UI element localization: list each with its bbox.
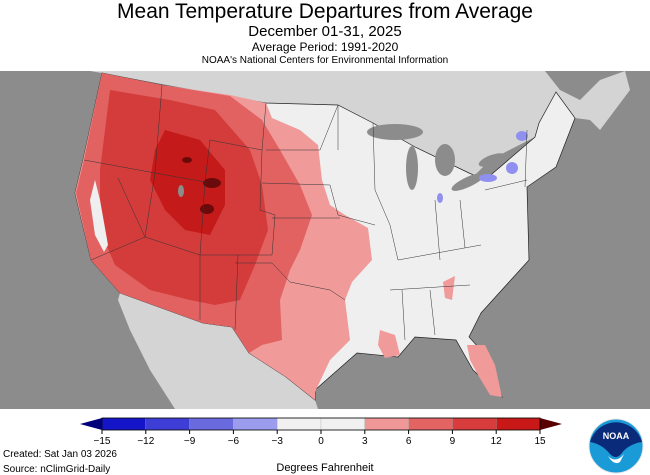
legend-segment (101, 417, 146, 431)
cool-anomaly-ohio (437, 193, 443, 203)
us-map (0, 71, 650, 409)
legend-tick-label: −15 (94, 436, 111, 447)
legend-tick-label: −12 (137, 436, 154, 447)
data-source: Source: nClimGrid-Daily (3, 464, 111, 475)
great-lake-erie (451, 173, 485, 191)
agency-label: NOAA's National Centers for Environmenta… (201, 55, 449, 66)
legend-tick-label: 9 (450, 436, 456, 447)
legend-segment (233, 417, 278, 431)
noaa-logo-text: NOAA (603, 431, 630, 441)
great-lake-superior (367, 124, 423, 140)
region-extreme-2 (200, 204, 214, 214)
region-extreme-1 (203, 178, 221, 188)
legend-over-arrow (540, 418, 562, 430)
legend-tick-label: −6 (228, 436, 240, 447)
mexico-land (118, 293, 318, 409)
legend-units: Degrees Fahrenheit (276, 462, 374, 474)
louisiana-warm (378, 330, 400, 358)
legend-tick-label: 3 (362, 436, 368, 447)
legend-segment (452, 417, 497, 431)
map-title: Mean Temperature Departures from Average (117, 0, 533, 23)
legend-tick-label: 15 (534, 436, 546, 447)
legend-tick-label: 6 (406, 436, 412, 447)
legend-segment (145, 417, 190, 431)
map-date-range: December 01-31, 2025 (248, 23, 402, 40)
noaa-logo: NOAA (588, 418, 644, 474)
legend-segment (277, 417, 322, 431)
legend-tick-label: −3 (271, 436, 283, 447)
legend-under-arrow (80, 418, 102, 430)
central-valley-near-normal (90, 180, 108, 252)
legend-segment (189, 417, 234, 431)
legend-segment (496, 417, 541, 431)
great-lake-ontario (478, 153, 506, 167)
canada-land (90, 71, 630, 180)
florida-warm (467, 345, 502, 397)
cool-anomaly-ny-1 (506, 162, 518, 174)
legend-tick-label: 0 (318, 436, 324, 447)
cool-anomaly-ny-2 (479, 174, 497, 182)
legend-segment (364, 417, 409, 431)
legend-segment (408, 417, 453, 431)
created-date: Created: Sat Jan 03 2026 (3, 449, 117, 460)
legend-segment (320, 417, 365, 431)
region-extreme-3 (182, 157, 192, 163)
cool-anomaly-vermont (516, 131, 528, 141)
average-period: Average Period: 1991-2020 (251, 40, 399, 54)
legend-tick-label: 12 (491, 436, 503, 447)
georgia-warm (443, 276, 455, 300)
great-lake-michigan (406, 146, 418, 190)
legend-ticks: −15 −12 −9 −6 −3 0 3 6 9 12 15 (94, 430, 546, 447)
legend-tick-label: −9 (184, 436, 196, 447)
great-lake-huron (435, 144, 455, 176)
great-salt-lake (178, 185, 184, 197)
color-scale-legend: −15 −12 −9 −6 −3 0 3 6 9 12 15 (80, 417, 562, 447)
legend-segments (101, 417, 541, 431)
state-borders (83, 84, 528, 341)
